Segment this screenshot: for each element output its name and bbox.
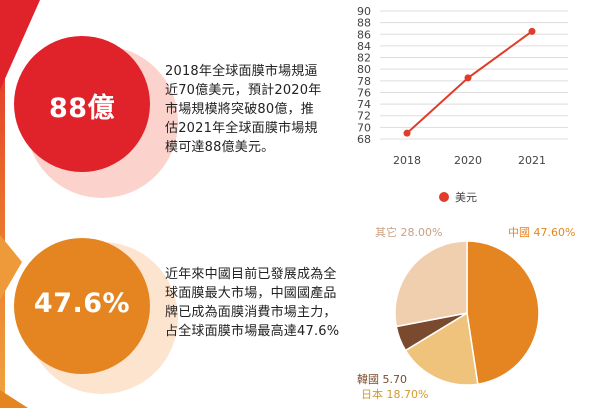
data-point — [464, 74, 472, 82]
decor-orange-corner — [0, 390, 28, 408]
pie-chart: 中國 47.60% 日本 18.70%韓國 5.70 其它 28.00% — [357, 225, 575, 401]
pie-slice-1 — [466, 240, 540, 386]
stat-text-china: 近年來中國目前已發展成為全 球面膜最大市場，中國國產品 牌已成為面膜消費市場主力… — [165, 267, 340, 339]
y-tick-label: 74 — [357, 98, 371, 111]
y-tick-label: 80 — [357, 63, 371, 76]
y-tick-label: 78 — [357, 75, 371, 88]
decor-red-triangle — [0, 0, 40, 90]
decor-left-strip — [0, 0, 5, 408]
y-tick-label: 84 — [357, 40, 371, 53]
y-tick-label: 70 — [357, 121, 371, 134]
stat-big-88: 88億 — [48, 93, 116, 124]
y-tick-label: 76 — [357, 86, 371, 99]
x-tick-label: 2018 — [393, 154, 421, 167]
stat-circle-orange — [14, 238, 150, 374]
data-point — [403, 129, 411, 137]
stat-big-47: 47.6% — [33, 288, 131, 319]
pie-slice-2 — [404, 311, 479, 386]
series-line — [406, 30, 533, 134]
pie-label-korea: 韓國 5.70 — [357, 373, 407, 386]
x-tick-label: 2021 — [518, 154, 546, 167]
y-tick-label: 72 — [357, 110, 371, 123]
data-point — [528, 27, 536, 35]
y-tick-label: 68 — [357, 133, 371, 146]
y-tick-label: 86 — [357, 28, 371, 41]
x-tick-label: 2020 — [454, 154, 482, 167]
y-tick-label: 88 — [357, 17, 371, 30]
pie-slice-4 — [394, 240, 468, 328]
stat-circle-red — [14, 36, 150, 172]
stat-text-market: 2018年全球面膜市場規逼 近70億美元，預計2020年 市場規模將突破80億，… — [165, 64, 322, 155]
pie-label-japan: 日本 18.70% — [361, 387, 428, 401]
pie-label-china: 中國 47.60% — [508, 226, 575, 239]
pie-label-other: 其它 28.00% — [375, 225, 442, 239]
decor-orange-triangle — [0, 235, 22, 300]
y-tick-label: 90 — [357, 5, 371, 18]
legend-label: 美元 — [455, 191, 477, 204]
legend-marker — [439, 192, 449, 202]
y-tick-label: 82 — [357, 52, 371, 65]
